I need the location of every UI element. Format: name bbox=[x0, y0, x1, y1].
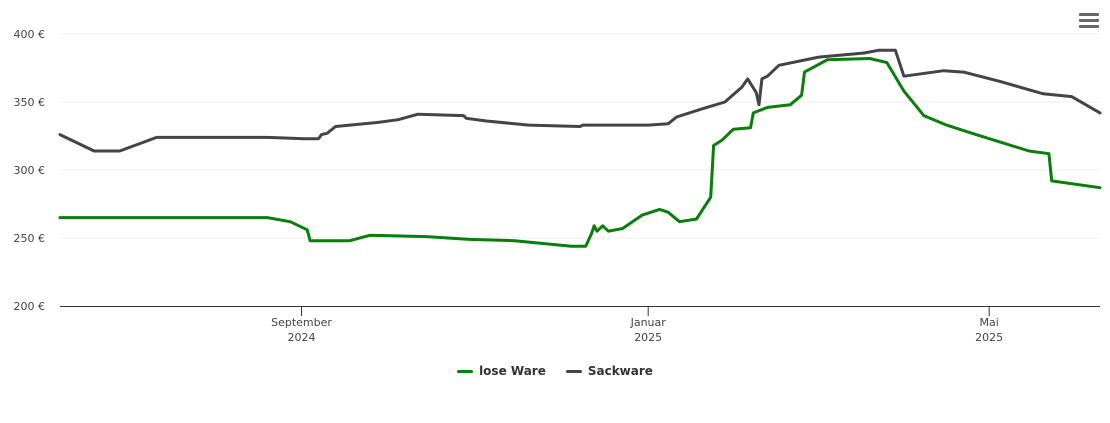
legend-item-lose-ware[interactable]: lose Ware bbox=[457, 364, 546, 378]
series-line-lose-ware[interactable] bbox=[58, 57, 1102, 248]
chart-legend: lose Ware Sackware bbox=[0, 364, 1110, 378]
x-tick-label: 2025 bbox=[634, 331, 662, 344]
hamburger-menu-icon bbox=[1079, 13, 1099, 16]
x-axis-ticks: September 2024 Januar 2025 Mai 2025 bbox=[271, 306, 1003, 344]
legend-swatch-sackware bbox=[565, 369, 582, 373]
y-tick-label: 400 € bbox=[14, 28, 46, 41]
x-tick-label: 2024 bbox=[288, 331, 316, 344]
legend-swatch-lose-ware bbox=[457, 369, 474, 373]
chart-menu-button[interactable] bbox=[1079, 13, 1099, 31]
y-tick-label: 200 € bbox=[14, 300, 46, 313]
x-tick-label: Januar bbox=[630, 316, 667, 329]
x-tick-label: September bbox=[271, 316, 332, 329]
y-tick-label: 300 € bbox=[14, 164, 46, 177]
y-tick-label: 250 € bbox=[14, 232, 46, 245]
series-line-sackware[interactable] bbox=[58, 48, 1102, 153]
x-tick-label: Mai bbox=[980, 316, 999, 329]
price-line-chart: 200 € 250 € 300 € 350 € 400 € September 2024 J… bbox=[14, 28, 1102, 344]
y-axis-ticks: 200 € 250 € 300 € 350 € 400 € bbox=[14, 28, 46, 313]
legend-item-sackware[interactable]: Sackware bbox=[565, 364, 653, 378]
grid-lines bbox=[60, 33, 1100, 239]
y-tick-label: 350 € bbox=[14, 96, 46, 109]
legend-label-sackware: Sackware bbox=[587, 364, 653, 378]
x-tick-label: 2025 bbox=[975, 331, 1003, 344]
series-lines bbox=[58, 48, 1102, 248]
legend-label-lose-ware: lose Ware bbox=[479, 364, 546, 378]
